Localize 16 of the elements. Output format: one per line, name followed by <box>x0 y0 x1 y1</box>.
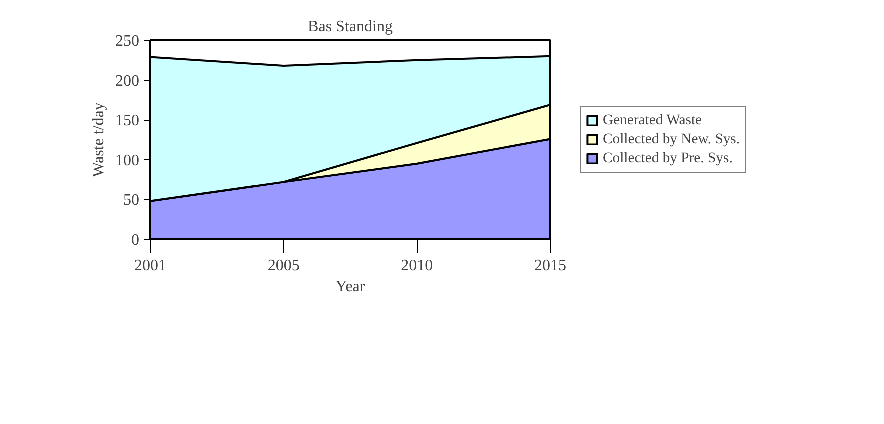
x-axis-title: Year <box>336 278 366 296</box>
legend-label: Collected by New. Sys. <box>603 131 740 148</box>
x-tick-label: 2010 <box>401 258 434 274</box>
y-tick-label: 50 <box>124 192 140 210</box>
y-tick-label: 100 <box>116 152 140 170</box>
legend-label: Collected by Pre. Sys. <box>603 150 733 167</box>
x-tick-label: 2005 <box>268 258 300 274</box>
x-tick-label: 2001 <box>134 258 166 274</box>
x-tick-label: 2015 <box>534 258 566 274</box>
y-tick-label: 0 <box>132 232 140 249</box>
legend-label: Generated Waste <box>603 112 702 129</box>
y-tick-label: 150 <box>116 112 140 130</box>
y-tick-label: 250 <box>116 33 140 50</box>
y-tick-label: 200 <box>116 72 140 90</box>
chart-title: Bas Standing <box>308 18 393 36</box>
y-axis-title: Waste t/day <box>90 102 108 178</box>
